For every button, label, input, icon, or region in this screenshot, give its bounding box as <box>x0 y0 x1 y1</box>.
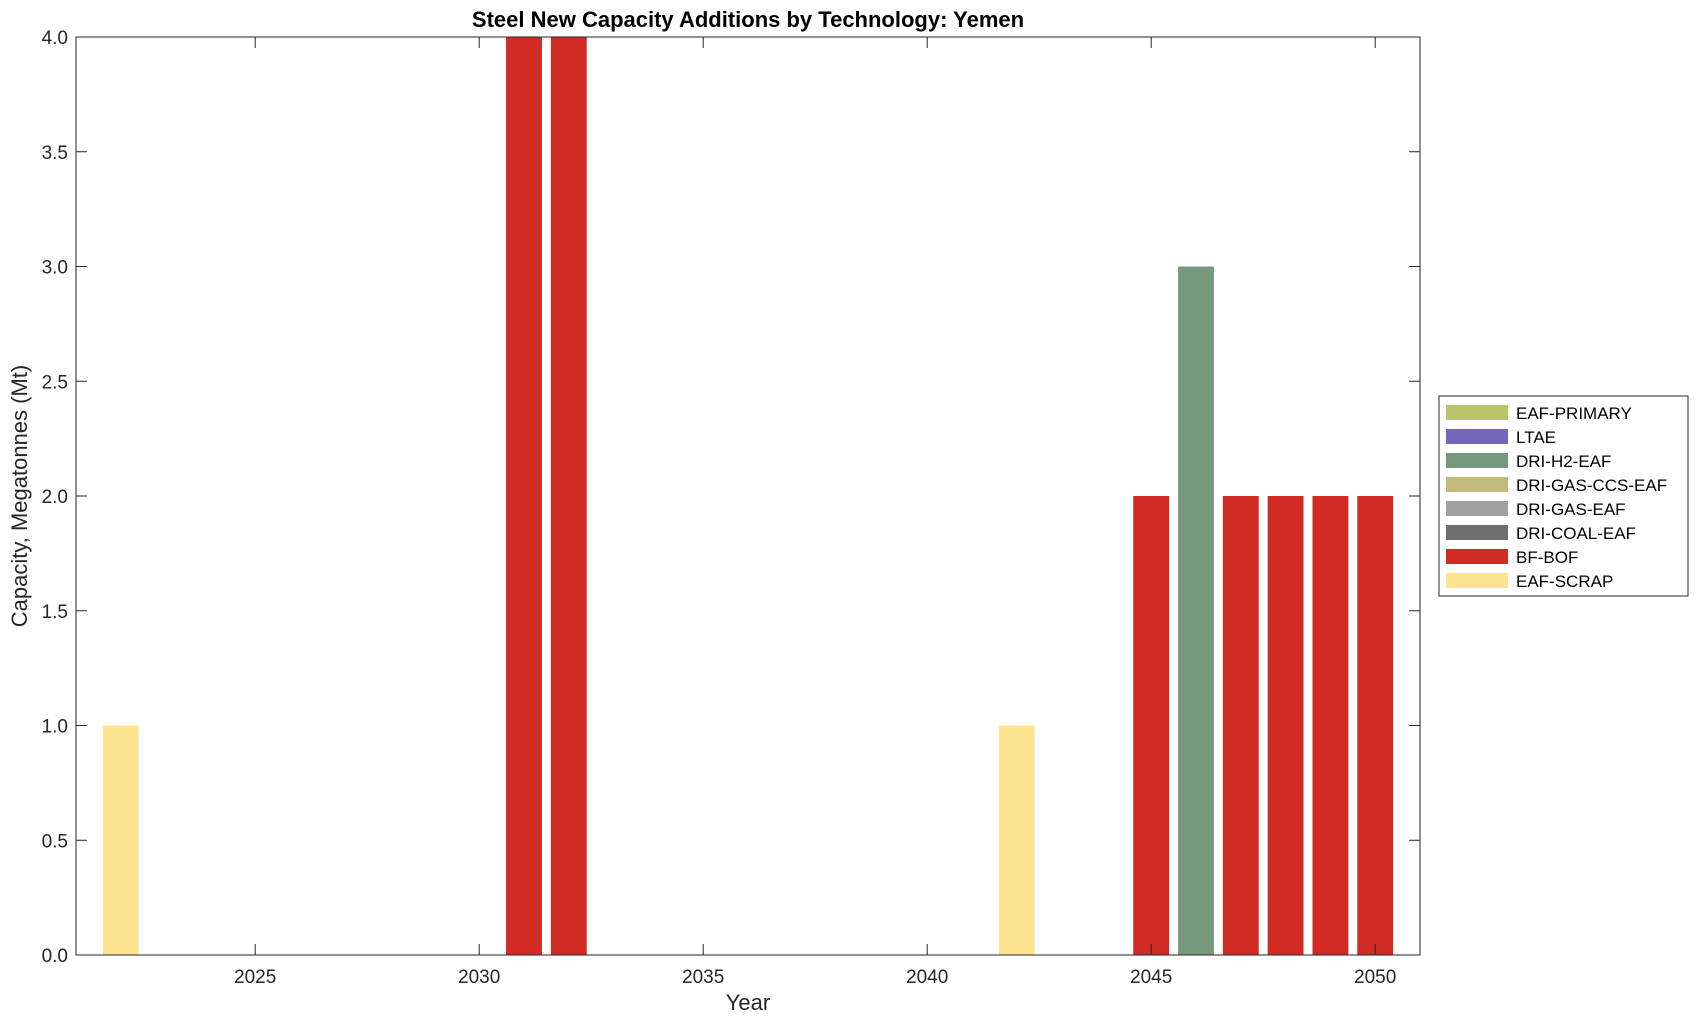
legend-items: EAF-PRIMARY LTAE DRI-H2-EAF DRI-GAS-CCS-EAF… <box>1446 404 1667 591</box>
legend-label-dri-gas-ccs-eaf: DRI-GAS-CCS-EAF <box>1516 476 1667 495</box>
legend-swatch-ltae <box>1446 429 1508 444</box>
chart-title: Steel New Capacity Additions by Technolo… <box>472 7 1024 32</box>
legend-swatch-bf-bof <box>1446 549 1508 564</box>
y-tick-label-7: 3.5 <box>42 143 68 164</box>
y-tick-label-2: 1.0 <box>42 717 68 738</box>
x-tick-label-2050: 2050 <box>1354 967 1396 988</box>
y-axis-label: Capacity, Megatonnes (Mt) <box>7 365 32 627</box>
legend-label-bf-bof: BF-BOF <box>1516 548 1578 567</box>
bar-bf-bof-2047 <box>1222 496 1259 955</box>
y-axis: 0.0 0.5 1.0 1.5 2.0 2.5 3.0 3.5 4.0 <box>42 28 1420 967</box>
x-tick-label-2025: 2025 <box>234 967 276 988</box>
x-tick-label-2030: 2030 <box>458 967 500 988</box>
x-tick-label-2040: 2040 <box>906 967 948 988</box>
x-axis-label: Year <box>726 990 770 1015</box>
legend-swatch-dri-gas-eaf <box>1446 501 1508 516</box>
bar-bf-bof-2050 <box>1357 496 1394 955</box>
legend-swatch-dri-coal-eaf <box>1446 525 1508 540</box>
plot-area-frame <box>75 36 1421 956</box>
legend-label-eaf-primary: EAF-PRIMARY <box>1516 404 1632 423</box>
legend-swatch-dri-h2-eaf <box>1446 453 1508 468</box>
bar-eaf-scrap-2022 <box>102 725 139 955</box>
legend-label-dri-gas-eaf: DRI-GAS-EAF <box>1516 500 1626 519</box>
legend-swatch-dri-gas-ccs-eaf <box>1446 477 1508 492</box>
y-tick-label-8: 4.0 <box>42 28 68 49</box>
bar-dri-h2-eaf-2046 <box>1178 266 1214 955</box>
legend-swatch-eaf-scrap <box>1446 573 1508 588</box>
y-tick-label-0: 0.0 <box>42 946 68 967</box>
y-tick-label-1: 0.5 <box>42 831 68 852</box>
legend-label-eaf-scrap: EAF-SCRAP <box>1516 572 1613 591</box>
legend-label-dri-h2-eaf: DRI-H2-EAF <box>1516 452 1611 471</box>
y-tick-label-4: 2.0 <box>42 487 68 508</box>
bar-bf-bof-2031 <box>506 37 542 955</box>
legend-label-ltae: LTAE <box>1516 428 1556 447</box>
bar-bf-bof-2045 <box>1133 496 1170 955</box>
bar-bf-bof-2049 <box>1312 496 1349 955</box>
legend: EAF-PRIMARY LTAE DRI-H2-EAF DRI-GAS-CCS-EAF… <box>1438 395 1689 597</box>
legend-label-dri-coal-eaf: DRI-COAL-EAF <box>1516 524 1636 543</box>
bar-bf-bof-2048 <box>1267 496 1304 955</box>
y-tick-label-5: 2.5 <box>42 372 68 393</box>
x-tick-label-2035: 2035 <box>682 967 724 988</box>
y-tick-label-3: 1.5 <box>42 602 68 623</box>
bars <box>102 37 1394 955</box>
bar-bf-bof-2032 <box>550 37 587 955</box>
x-tick-label-2045: 2045 <box>1130 967 1172 988</box>
y-tick-label-6: 3.0 <box>42 258 68 279</box>
x-axis: 2025 2030 2035 2040 2045 2050 <box>234 37 1396 988</box>
bar-eaf-scrap-2042 <box>998 725 1035 955</box>
legend-swatch-eaf-primary <box>1446 405 1508 420</box>
